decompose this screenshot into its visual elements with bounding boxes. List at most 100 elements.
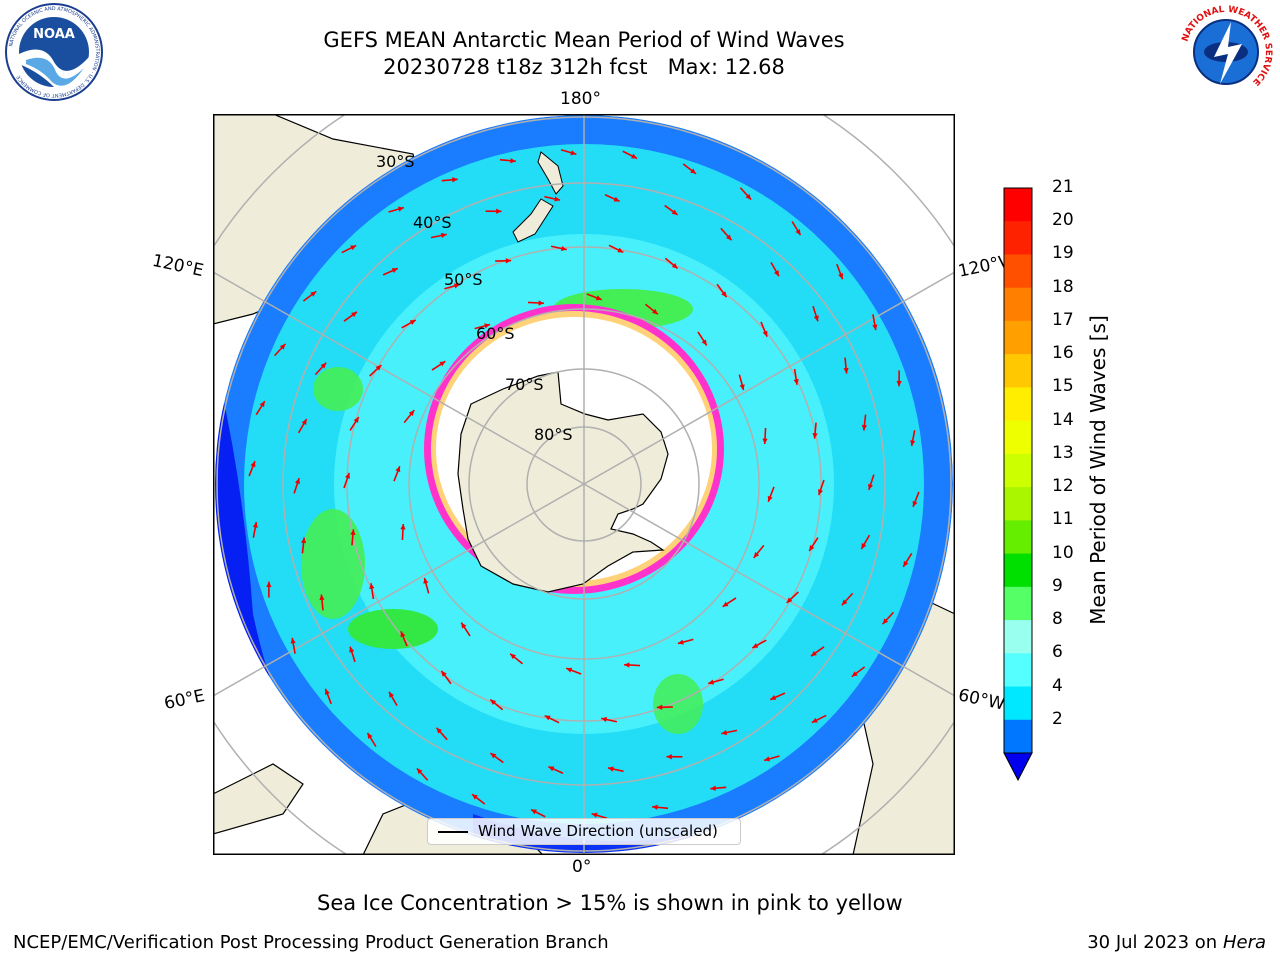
wind-arrow xyxy=(293,477,300,494)
lat-label-60s: 60°S xyxy=(476,324,515,343)
wind-arrow xyxy=(656,704,673,710)
wind-arrow xyxy=(697,331,708,346)
wind-arrow xyxy=(489,752,504,764)
wind-arrow xyxy=(604,194,620,203)
noaa-logo-text: NOAA xyxy=(33,27,75,42)
graticule xyxy=(213,114,955,855)
colorbar-tick-label: 6 xyxy=(1052,642,1063,663)
wind-arrow xyxy=(753,544,765,559)
legend-label: Wind Wave Direction (unscaled) xyxy=(478,822,718,840)
lon-label-60e: 60°E xyxy=(162,685,207,715)
colorbar-tick-label: 14 xyxy=(1052,409,1074,430)
wind-arrow xyxy=(341,244,357,254)
colorbar-segment xyxy=(1004,287,1032,322)
wind-arrow xyxy=(664,257,679,270)
wind-arrow xyxy=(860,534,871,550)
wind-arrow xyxy=(430,232,447,239)
lon-label-0: 0° xyxy=(572,857,592,877)
wind-arrow xyxy=(912,491,920,508)
colorbar-segment xyxy=(1004,188,1032,222)
wind-arrow xyxy=(343,311,358,322)
colorbar-tick-label: 20 xyxy=(1052,210,1074,231)
wind-arrow xyxy=(369,583,375,600)
colorbar-tick-label: 8 xyxy=(1052,609,1063,630)
green-patch-southwest xyxy=(348,609,438,649)
wind-arrow xyxy=(763,755,780,762)
colorbar-segment xyxy=(1004,586,1032,621)
colorbar-segment xyxy=(1004,620,1032,654)
wind-arrow xyxy=(664,204,679,216)
lat-label-80s: 80°S xyxy=(534,425,573,444)
wind-arrow xyxy=(441,177,458,183)
wind-arrow xyxy=(350,529,356,546)
colorbar-tick-label: 10 xyxy=(1052,542,1074,563)
wind-arrow xyxy=(841,592,854,606)
colorbar-tick-label: 12 xyxy=(1052,476,1074,497)
wind-arrow xyxy=(721,729,738,736)
antarctica-landmass xyxy=(457,371,669,593)
wind-arrow xyxy=(435,727,448,741)
wind-arrow xyxy=(460,622,471,637)
wind-arrow xyxy=(474,323,491,330)
wind-arrow xyxy=(400,523,406,541)
wind-arrow xyxy=(297,418,308,434)
wind-arrow xyxy=(851,666,866,678)
wind-arrow xyxy=(369,364,382,377)
wind-arrow xyxy=(767,486,775,503)
wind-arrow xyxy=(720,227,733,241)
wind-arrow xyxy=(423,577,430,594)
colorbar-segment xyxy=(1004,420,1032,455)
wind-arrow xyxy=(319,594,325,611)
footer-branch: NCEP/EMC/Verification Post Processing Pr… xyxy=(13,932,609,953)
lon-label-120e: 120°E xyxy=(150,250,206,282)
wind-arrow xyxy=(489,698,504,711)
wind-arrow xyxy=(902,552,913,568)
colorbar-segment xyxy=(1004,553,1032,588)
wind-arrow xyxy=(607,766,624,773)
wind-arrow xyxy=(591,812,608,819)
wind-arrow xyxy=(388,206,405,213)
wind-arrow xyxy=(509,653,524,665)
colorbar-segment xyxy=(1004,487,1032,521)
wind-arrow xyxy=(836,263,844,280)
wind-arrow xyxy=(808,537,819,552)
wind-arrow xyxy=(416,767,429,781)
colorbar-tick-label: 19 xyxy=(1052,243,1074,264)
polar-map xyxy=(213,114,955,855)
wind-arrow xyxy=(544,714,560,724)
colorbar-tick-label: 16 xyxy=(1052,343,1074,364)
colorbar-segment xyxy=(1004,653,1032,688)
colorbar-tick-label: 11 xyxy=(1052,509,1074,530)
wind-arrow xyxy=(471,793,486,805)
green-patch-south xyxy=(653,674,703,734)
wind-arrow xyxy=(707,678,724,685)
colorbar-tick-label: 4 xyxy=(1052,675,1063,696)
footer-date-text: 30 Jul 2023 on xyxy=(1087,932,1223,953)
wind-arrow xyxy=(388,691,398,707)
lat-label-30s: 30°S xyxy=(376,152,415,171)
footer-machine: Hera xyxy=(1222,932,1266,953)
wind-arrow xyxy=(910,430,916,447)
legend-line-sample xyxy=(438,831,468,833)
colorbar-segment xyxy=(1004,719,1032,754)
wind-arrow xyxy=(751,639,767,649)
colorbar-segment xyxy=(1004,453,1032,488)
wind-arrow xyxy=(403,409,415,424)
colorbar-outline xyxy=(1003,187,1033,754)
wind-arrow xyxy=(255,400,266,416)
wind-arrow xyxy=(401,319,417,329)
wind-arrow xyxy=(393,465,401,482)
wind-arrow xyxy=(872,314,878,331)
wind-arrow xyxy=(273,343,286,357)
new-zealand-south xyxy=(512,198,554,243)
footer-date: 30 Jul 2023 on Hera xyxy=(1087,932,1266,953)
colorbar-tick-label: 2 xyxy=(1052,708,1063,729)
colorbar-tick-label: 17 xyxy=(1052,309,1074,330)
wind-arrow xyxy=(314,362,327,376)
wind-arrow xyxy=(601,716,618,723)
colorbar-label: Mean Period of Wind Waves [s] xyxy=(1086,315,1110,625)
wind-arrow xyxy=(677,638,694,645)
wind-arrow xyxy=(722,597,737,608)
wind-arrow xyxy=(485,208,502,214)
wind-arrow xyxy=(548,765,564,774)
